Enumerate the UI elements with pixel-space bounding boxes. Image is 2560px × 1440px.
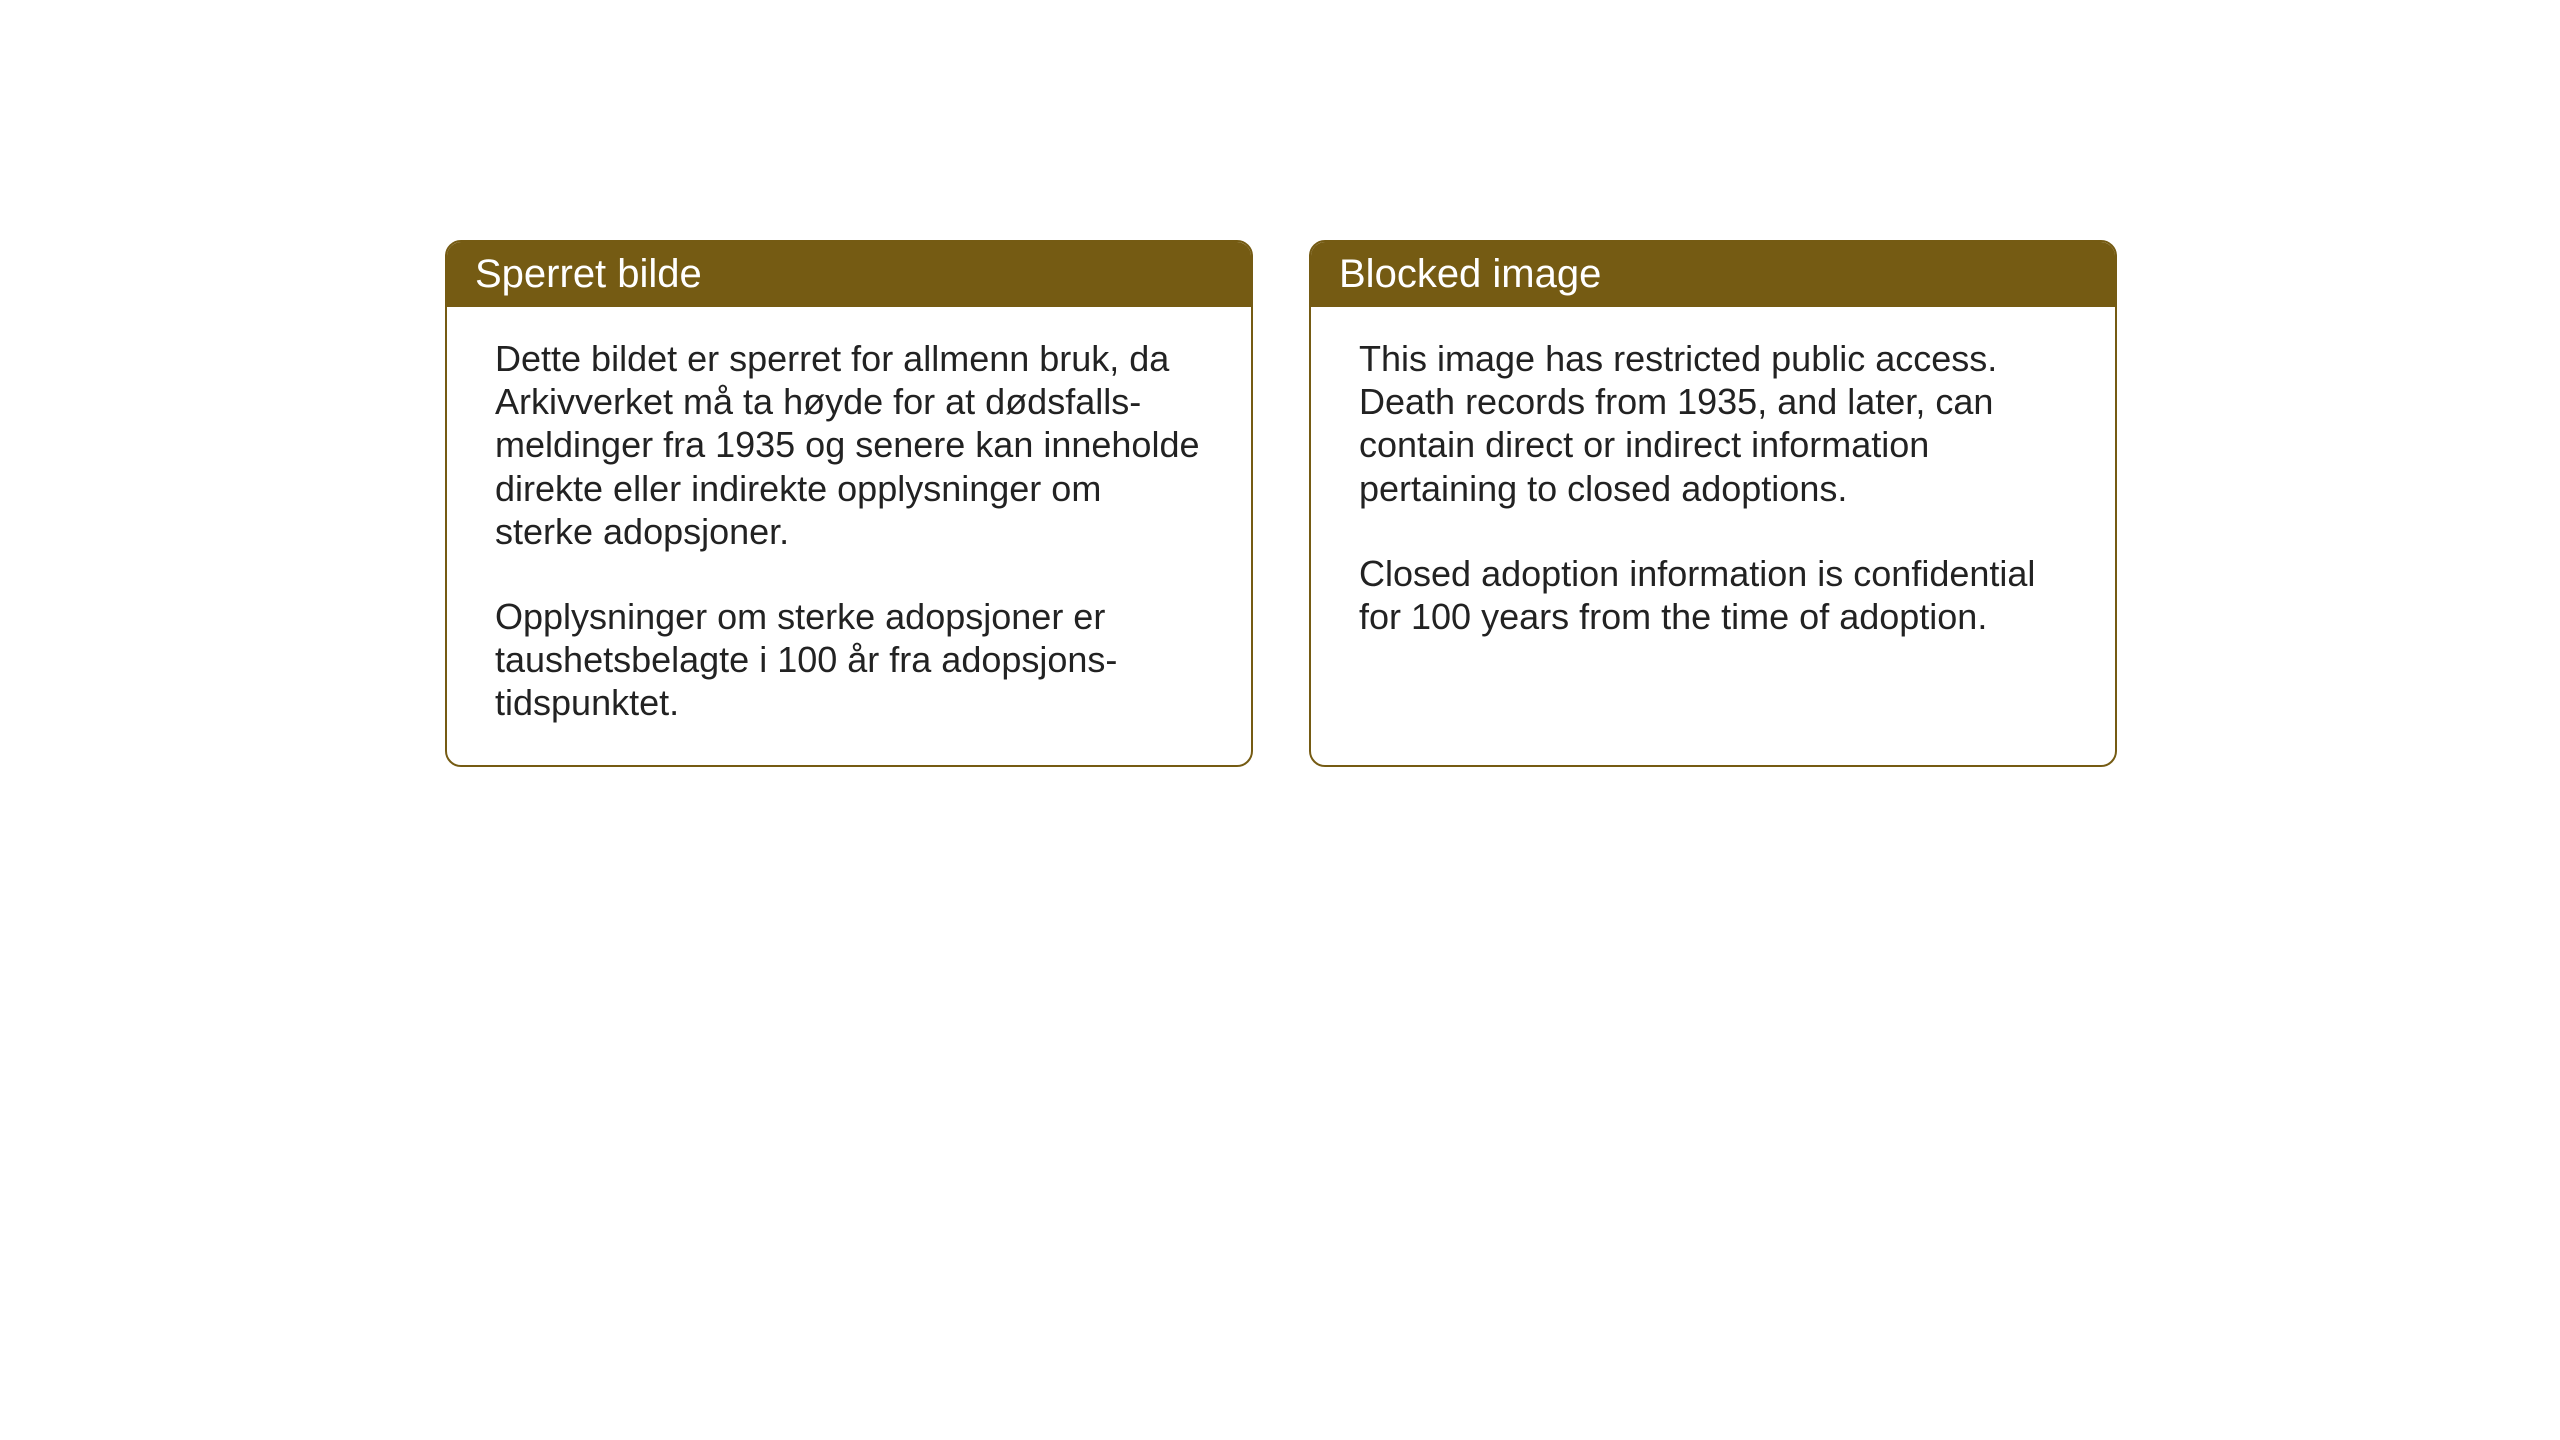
notice-paragraph: Closed adoption information is confident… <box>1359 552 2067 638</box>
notice-box-english: Blocked image This image has restricted … <box>1309 240 2117 767</box>
notice-body-english: This image has restricted public access.… <box>1311 307 2115 678</box>
notice-paragraph: This image has restricted public access.… <box>1359 337 2067 510</box>
notice-body-norwegian: Dette bildet er sperret for allmenn bruk… <box>447 307 1251 765</box>
notice-title-norwegian: Sperret bilde <box>475 252 1223 297</box>
notice-paragraph: Dette bildet er sperret for allmenn bruk… <box>495 337 1203 553</box>
notice-title-english: Blocked image <box>1339 252 2087 297</box>
notice-container: Sperret bilde Dette bildet er sperret fo… <box>445 240 2117 767</box>
notice-header-english: Blocked image <box>1311 242 2115 307</box>
notice-header-norwegian: Sperret bilde <box>447 242 1251 307</box>
notice-paragraph: Opplysninger om sterke adopsjoner er tau… <box>495 595 1203 725</box>
notice-box-norwegian: Sperret bilde Dette bildet er sperret fo… <box>445 240 1253 767</box>
